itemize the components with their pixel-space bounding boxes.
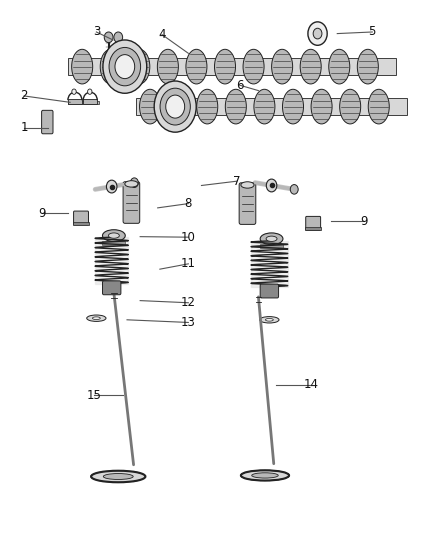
Ellipse shape — [72, 50, 93, 84]
Ellipse shape — [241, 470, 289, 481]
Text: 1: 1 — [20, 122, 28, 134]
Ellipse shape — [311, 89, 332, 124]
FancyBboxPatch shape — [123, 182, 140, 223]
Text: 9: 9 — [38, 207, 46, 220]
Ellipse shape — [357, 50, 378, 84]
Text: 7: 7 — [233, 175, 240, 188]
Polygon shape — [251, 241, 288, 287]
Ellipse shape — [109, 233, 119, 238]
Ellipse shape — [254, 89, 275, 124]
Ellipse shape — [100, 50, 121, 84]
Ellipse shape — [260, 233, 283, 245]
Ellipse shape — [197, 89, 218, 124]
Circle shape — [88, 89, 92, 94]
Bar — [68, 58, 396, 75]
Bar — [73, 222, 89, 225]
Ellipse shape — [272, 50, 293, 84]
Bar — [68, 99, 82, 104]
Circle shape — [166, 95, 185, 118]
Ellipse shape — [168, 89, 189, 124]
Text: 13: 13 — [181, 316, 196, 329]
Text: 2: 2 — [20, 90, 28, 102]
Text: 9: 9 — [360, 215, 367, 228]
Ellipse shape — [339, 89, 360, 124]
Ellipse shape — [92, 317, 100, 320]
Bar — [260, 244, 283, 248]
Circle shape — [266, 179, 277, 192]
Bar — [136, 98, 407, 115]
Text: 15: 15 — [87, 389, 102, 402]
Ellipse shape — [241, 182, 254, 188]
Text: 4: 4 — [158, 28, 166, 41]
Ellipse shape — [186, 50, 207, 84]
Ellipse shape — [329, 50, 350, 84]
Ellipse shape — [157, 50, 178, 84]
Ellipse shape — [266, 236, 277, 241]
Ellipse shape — [260, 317, 279, 323]
FancyBboxPatch shape — [74, 211, 88, 225]
Circle shape — [109, 47, 141, 86]
Ellipse shape — [129, 50, 150, 84]
Circle shape — [115, 55, 135, 79]
Circle shape — [106, 180, 117, 193]
Text: 8: 8 — [185, 197, 192, 210]
Ellipse shape — [125, 181, 138, 187]
FancyBboxPatch shape — [42, 110, 53, 134]
Text: 12: 12 — [181, 296, 196, 309]
Polygon shape — [95, 237, 128, 284]
Text: 11: 11 — [181, 257, 196, 270]
Ellipse shape — [283, 89, 304, 124]
Ellipse shape — [102, 230, 125, 241]
Ellipse shape — [225, 89, 246, 124]
Circle shape — [160, 88, 191, 125]
Ellipse shape — [87, 315, 106, 321]
Circle shape — [131, 178, 138, 188]
Bar — [102, 241, 125, 245]
Ellipse shape — [265, 318, 273, 321]
Ellipse shape — [140, 89, 161, 124]
Text: 10: 10 — [181, 231, 196, 244]
Circle shape — [308, 22, 327, 45]
Circle shape — [103, 40, 147, 93]
Ellipse shape — [243, 50, 264, 84]
Ellipse shape — [215, 50, 236, 84]
FancyBboxPatch shape — [102, 281, 121, 295]
FancyBboxPatch shape — [306, 216, 321, 230]
Circle shape — [154, 81, 196, 132]
Bar — [305, 227, 321, 230]
Text: 3: 3 — [93, 26, 100, 38]
Text: 14: 14 — [304, 378, 318, 391]
Bar — [68, 101, 99, 104]
Text: 5: 5 — [369, 26, 376, 38]
Ellipse shape — [91, 471, 145, 482]
FancyBboxPatch shape — [239, 183, 256, 224]
Circle shape — [114, 32, 123, 43]
Circle shape — [313, 28, 322, 39]
Text: 6: 6 — [236, 79, 244, 92]
FancyBboxPatch shape — [260, 284, 279, 298]
Ellipse shape — [300, 50, 321, 84]
Bar — [83, 99, 97, 104]
Circle shape — [290, 184, 298, 194]
Ellipse shape — [103, 473, 133, 480]
Circle shape — [104, 32, 113, 43]
Ellipse shape — [368, 89, 389, 124]
Circle shape — [72, 89, 76, 94]
Ellipse shape — [252, 473, 278, 478]
